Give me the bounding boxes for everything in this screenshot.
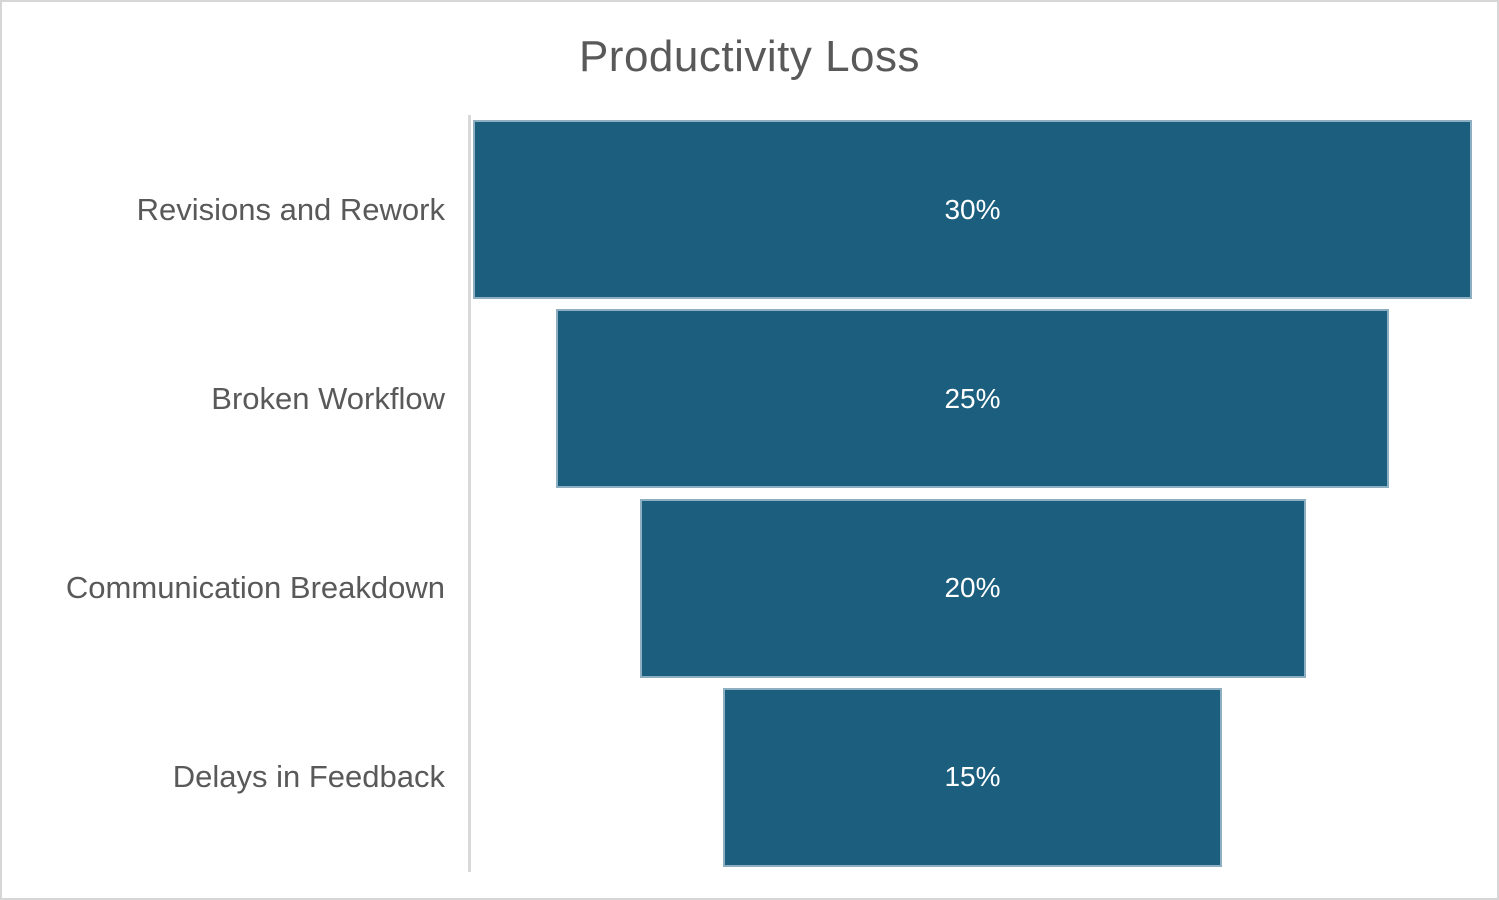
funnel-bar: 25% [556,309,1389,489]
funnel-bar: 20% [639,498,1306,678]
value-label: 20% [944,572,1001,604]
value-label: 30% [944,193,1001,225]
funnel-row: Delays in Feedback 15% [173,683,1472,872]
funnel-row: Communication Breakdown 20% [66,494,1472,683]
funnel-bar: 30% [473,120,1472,300]
value-label: 15% [944,761,1001,793]
category-label: Communication Breakdown [65,570,445,606]
funnel-bar: 15% [722,687,1223,867]
y-axis-line [468,115,471,872]
value-label: 25% [944,382,1001,414]
funnel-rows: Revisions and Rework 30% Broken Workflow 25… [66,115,1472,872]
funnel-row: Broken Workflow 25% [211,304,1472,493]
funnel-row: Revisions and Rework 30% [137,115,1472,304]
category-label: Broken Workflow [211,380,445,416]
chart-title: Productivity Loss [578,32,921,81]
category-label: Delays in Feedback [172,759,445,795]
category-label: Revisions and Rework [136,191,445,227]
